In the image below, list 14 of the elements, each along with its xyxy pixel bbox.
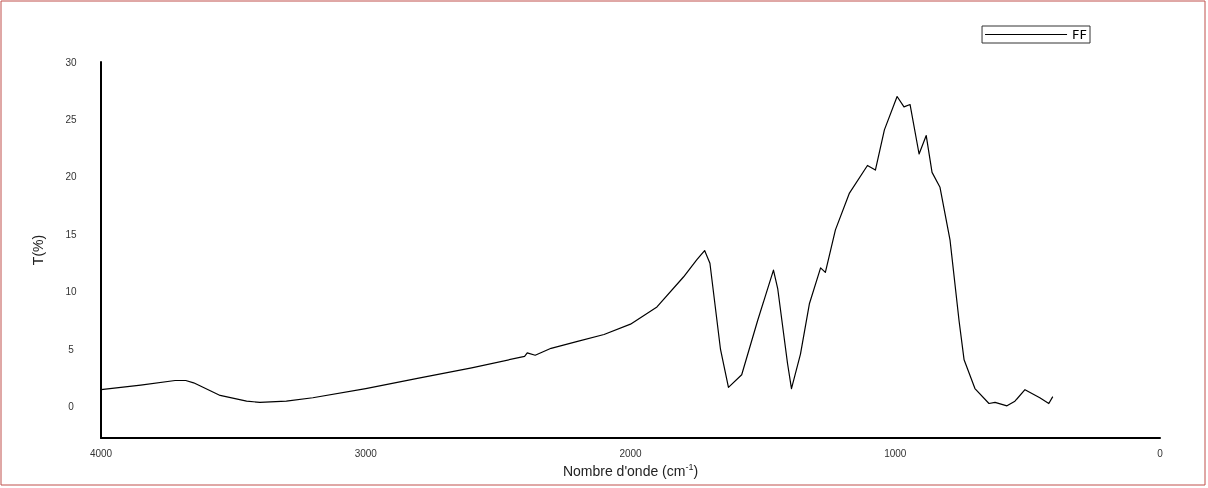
y-tick-label: 0 — [68, 401, 75, 413]
x-tick-label: 3000 — [354, 447, 378, 459]
x-tick-label: 2000 — [619, 447, 643, 459]
y-tick-label: 30 — [65, 56, 77, 68]
y-tick-label: 5 — [68, 343, 75, 355]
x-tick-label: 4000 — [89, 447, 113, 459]
y-tick-label: 25 — [65, 113, 77, 125]
y-axis-title: T(%) — [30, 234, 46, 266]
x-tick-label: 1000 — [884, 447, 907, 459]
y-tick-label: 15 — [65, 228, 77, 240]
text: FF — [1072, 27, 1088, 42]
x-tick-label: 0 — [1157, 447, 1164, 459]
y-tick-label: 20 — [65, 171, 77, 183]
y-tick-label: 10 — [65, 286, 77, 298]
